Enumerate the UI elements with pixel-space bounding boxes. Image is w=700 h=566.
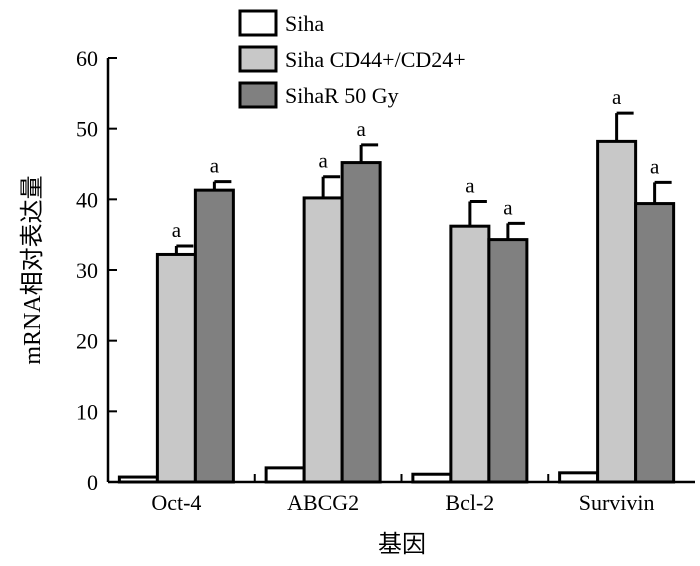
significance-label: a bbox=[318, 149, 328, 173]
legend-label: Siha CD44+/CD24+ bbox=[285, 47, 466, 72]
bars: a a a a a a a a bbox=[117, 85, 676, 484]
legend-swatch bbox=[238, 9, 278, 37]
y-tick-label: 10 bbox=[76, 399, 98, 424]
significance-label: a bbox=[503, 195, 513, 219]
significance-label: a bbox=[356, 117, 366, 141]
y-axis-title: mRNA相对表达量 bbox=[19, 175, 46, 364]
bar bbox=[449, 224, 491, 484]
bar bbox=[340, 161, 382, 484]
x-axis-title: 基因 bbox=[378, 531, 426, 558]
x-tick-label: Bcl-2 bbox=[445, 490, 494, 515]
y-tick-label: 20 bbox=[76, 329, 98, 354]
axes: 0 10 20 30 40 50 60 Oct-4 ABCG2 Bcl-2 Survivin bbox=[76, 46, 695, 515]
x-tick-label: Survivin bbox=[579, 490, 655, 515]
significance-label: a bbox=[210, 154, 220, 178]
y-tick-label: 40 bbox=[76, 187, 98, 212]
bar bbox=[596, 139, 638, 484]
bar bbox=[411, 472, 453, 484]
significance-label: a bbox=[650, 154, 660, 178]
significance-label: a bbox=[612, 85, 622, 109]
significance-label: a bbox=[172, 218, 182, 242]
bar bbox=[117, 475, 159, 484]
legend-swatch bbox=[238, 81, 278, 109]
x-tick-label: ABCG2 bbox=[287, 490, 359, 515]
bar bbox=[264, 466, 306, 484]
y-tick-label: 50 bbox=[76, 117, 98, 142]
bar bbox=[302, 196, 344, 484]
bar bbox=[487, 238, 529, 484]
legend-label: Siha bbox=[285, 11, 324, 36]
legend-swatch bbox=[238, 45, 278, 73]
bar bbox=[634, 202, 676, 484]
bar bbox=[155, 252, 197, 484]
bar bbox=[558, 471, 600, 484]
legend: Siha Siha CD44+/CD24+ SihaR 50 Gy bbox=[238, 9, 466, 109]
significance-label: a bbox=[465, 173, 475, 197]
y-tick-label: 30 bbox=[76, 258, 98, 283]
y-tick-label: 0 bbox=[87, 470, 98, 495]
bar bbox=[193, 188, 235, 484]
y-tick-label: 60 bbox=[76, 46, 98, 71]
legend-label: SihaR 50 Gy bbox=[285, 83, 399, 108]
x-tick-label: Oct-4 bbox=[151, 490, 201, 515]
